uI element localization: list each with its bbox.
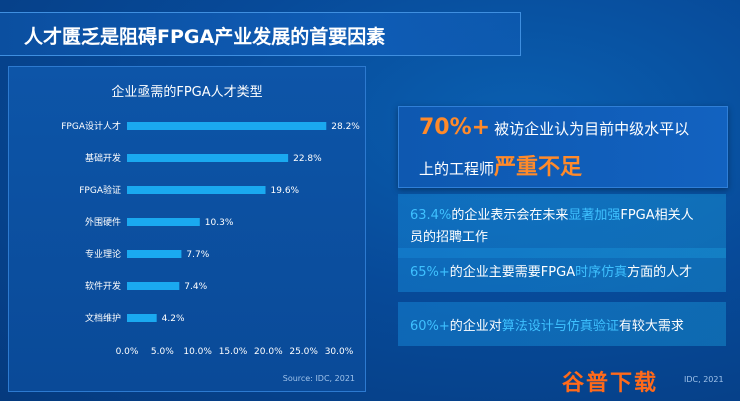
card1-line2: 员的招聘工作 <box>410 230 489 245</box>
category-label: 外围硬件 <box>85 216 121 228</box>
watermark-logo: 谷普下载 <box>562 371 659 396</box>
bar <box>127 186 266 194</box>
bar <box>127 250 182 258</box>
bar <box>127 154 289 162</box>
card2-highlight: 时序仿真 <box>575 265 628 280</box>
card2-percent: 65%+ <box>410 265 450 280</box>
card1-highlight: 显著加强 <box>568 208 621 223</box>
card2-line: 65%+的企业主要需要FPGA时序仿真方面的人才 <box>410 261 692 280</box>
main-card-text2: 上的工程师 <box>419 160 495 178</box>
card3-line: 60%+的企业对算法设计与仿真验证有较大需求 <box>410 315 684 334</box>
x-tick-label: 15.0% <box>219 347 248 357</box>
chart-source: Source: IDC, 2021 <box>282 374 355 383</box>
bar <box>127 122 327 130</box>
card1-percent: 63.4% <box>410 208 452 223</box>
bar <box>127 218 200 226</box>
highlight-card-3: 60%+的企业对算法设计与仿真验证有较大需求 <box>398 302 726 346</box>
value-label: 7.7% <box>186 250 209 260</box>
category-label: FPGA设计人才 <box>61 120 121 132</box>
watermark-source: IDC, 2021 <box>684 375 724 384</box>
card3-text-a: 的企业对 <box>449 319 502 334</box>
page-title: 人才匮乏是阻碍FPGA产业发展的首要因素 <box>24 26 386 48</box>
card2-text-a: 的企业主要需要FPGA <box>449 265 576 280</box>
x-tick-label: 20.0% <box>254 347 283 357</box>
value-label: 22.8% <box>293 154 322 164</box>
chart-title: 企业亟需的FPGA人才类型 <box>111 85 263 100</box>
main-card-percent: 70%+ <box>419 115 491 140</box>
x-tick-label: 25.0% <box>289 347 318 357</box>
category-label: 基础开发 <box>85 152 121 164</box>
value-label: 7.4% <box>184 282 207 292</box>
card3-highlight: 算法设计与仿真验证 <box>501 319 619 334</box>
value-label: 10.3% <box>205 218 234 228</box>
header-bar: 人才匮乏是阻碍FPGA产业发展的首要因素 <box>0 12 521 56</box>
highlight-main-card: 70%+ 被访企业认为目前中级水平以 上的工程师严重不足 <box>398 106 728 188</box>
card1-text-a: 的企业表示会在未来 <box>451 208 569 223</box>
card3-percent: 60%+ <box>410 319 450 334</box>
main-card-line1: 70%+ 被访企业认为目前中级水平以 <box>419 115 689 140</box>
x-tick-label: 10.0% <box>183 347 212 357</box>
card1-text-b: FPGA相关人 <box>620 208 694 223</box>
main-card-line2: 上的工程师严重不足 <box>419 149 582 181</box>
category-label: FPGA验证 <box>79 184 121 196</box>
main-card-text1: 被访企业认为目前中级水平以 <box>494 120 690 138</box>
bar <box>127 314 157 322</box>
highlight-card-2: 65%+的企业主要需要FPGA时序仿真方面的人才 <box>398 248 726 292</box>
category-label: 软件开发 <box>85 280 121 292</box>
value-label: 4.2% <box>162 314 185 324</box>
highlight-card-1: 63.4%的企业表示会在未来显著加强FPGA相关人 员的招聘工作 <box>398 194 726 258</box>
chart-panel: 企业亟需的FPGA人才类型 FPGA设计人才 28.2% 基础开发 22.8% FPGA… <box>8 66 366 392</box>
x-tick-label: 5.0% <box>151 347 174 357</box>
value-label: 19.6% <box>271 186 300 196</box>
bar-chart: FPGA设计人才 28.2% 基础开发 22.8% FPGA验证 19.6% 外围硬件 10.… <box>61 120 360 357</box>
category-label: 文档维护 <box>85 312 121 324</box>
x-tick-label: 0.0% <box>116 347 139 357</box>
category-label: 专业理论 <box>85 248 121 260</box>
main-card-strong: 严重不足 <box>494 155 583 180</box>
card1-line1: 63.4%的企业表示会在未来显著加强FPGA相关人 <box>410 204 694 223</box>
card3-text-b: 有较大需求 <box>618 319 684 334</box>
x-tick-label: 30.0% <box>325 347 354 357</box>
bar <box>127 282 180 290</box>
value-label: 28.2% <box>331 122 360 132</box>
card2-text-b: 方面的人才 <box>627 265 693 280</box>
